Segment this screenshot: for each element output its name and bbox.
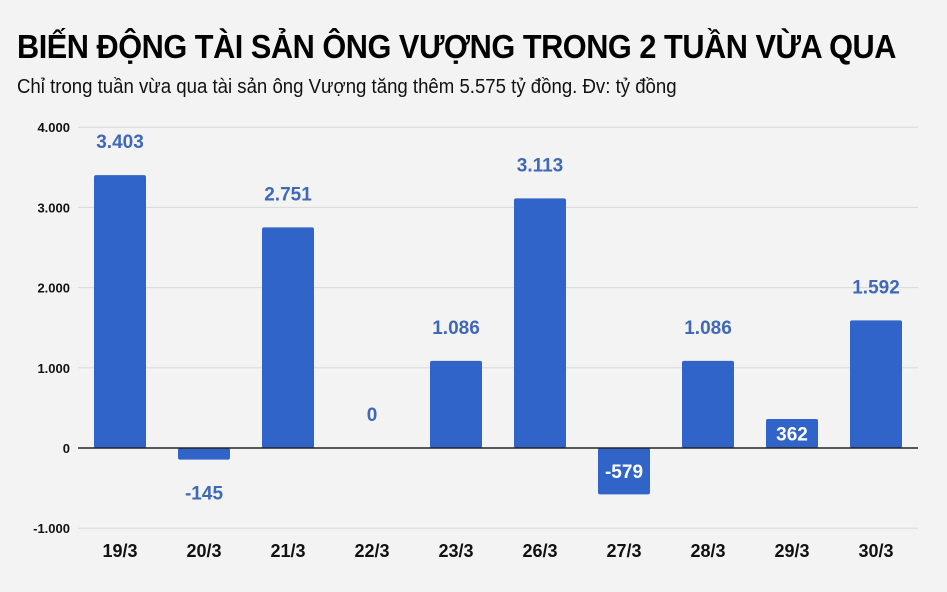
bar-20/3 [178, 448, 230, 460]
bar-23/3 [430, 360, 482, 448]
x-tick-label: 29/3 [774, 541, 809, 561]
data-label: 1.086 [684, 318, 732, 339]
y-tick-label: 1.000 [37, 361, 70, 376]
x-tick-label: 30/3 [858, 541, 893, 561]
data-label: -145 [185, 484, 223, 505]
data-label: 362 [776, 424, 808, 445]
x-tick-label: 23/3 [438, 541, 473, 561]
data-label: 0 [367, 405, 378, 426]
bar-29/3 [766, 418, 818, 448]
data-label: -579 [605, 462, 643, 483]
x-axis-ticks: 19/3 20/3 21/3 22/3 23/3 26/3 27/3 28/3 29/3 30/3 [102, 541, 893, 561]
y-tick-label: 0 [63, 441, 70, 456]
data-label: 3.113 [517, 155, 564, 176]
bar-28/3 [682, 360, 734, 448]
y-tick-label: 3.000 [37, 200, 70, 215]
bars [94, 175, 902, 495]
data-label: 1.592 [852, 277, 900, 298]
chart-subtitle: Chỉ trong tuần vừa qua tài sản ông Vượng… [17, 76, 677, 98]
x-tick-label: 21/3 [270, 541, 305, 561]
gridlines [78, 126, 918, 529]
bar-21/3 [262, 227, 314, 448]
data-label: 2.751 [264, 184, 312, 205]
bar-30/3 [850, 320, 902, 448]
y-tick-label: -1.000 [33, 521, 70, 536]
y-tick-label: 2.000 [37, 281, 70, 296]
bar-26/3 [514, 198, 566, 448]
data-labels: 3.403 -145 2.751 0 1.086 3.113 -579 1.086 362 1.5… [96, 132, 900, 505]
x-tick-label: 27/3 [606, 541, 641, 561]
bar-19/3 [94, 175, 146, 448]
bar-27/3 [598, 448, 650, 495]
chart-title: BIẾN ĐỘNG TÀI SẢN ÔNG VƯỢNG TRONG 2 TUẦN… [17, 28, 896, 65]
y-axis-ticks: 4.000 3.000 2.000 1.000 0 -1.000 [33, 120, 70, 536]
data-label: 3.403 [96, 132, 144, 153]
x-tick-label: 28/3 [690, 541, 725, 561]
x-tick-label: 20/3 [186, 541, 221, 561]
x-tick-label: 19/3 [102, 541, 137, 561]
x-tick-label: 22/3 [354, 541, 389, 561]
y-tick-label: 4.000 [37, 120, 70, 135]
x-tick-label: 26/3 [522, 541, 557, 561]
data-label: 1.086 [432, 318, 480, 339]
